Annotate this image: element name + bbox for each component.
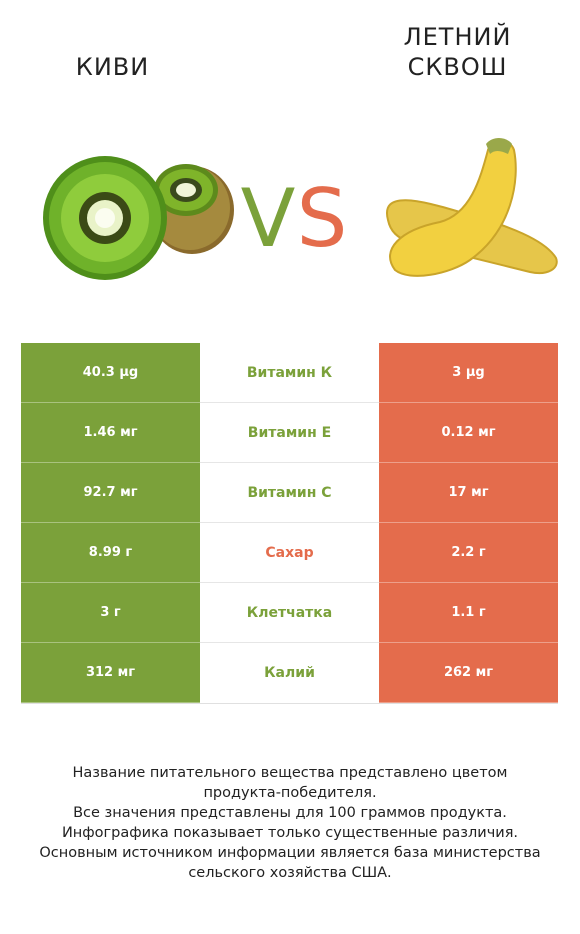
table-row: 3 г Клетчатка 1.1 г (21, 583, 558, 643)
right-value-cell: 2.2 г (379, 523, 558, 583)
left-value-cell: 92.7 мг (21, 463, 200, 523)
footer-notes: Название питательного вещества представл… (10, 763, 570, 883)
right-value-cell: 262 мг (379, 643, 558, 703)
footer-line5: Основным источником информации является … (39, 845, 541, 861)
table-row: 1.46 мг Витамин Е 0.12 мг (21, 403, 558, 463)
vs-s-letter: S (297, 172, 348, 265)
yellow-squash-illustration (385, 138, 558, 277)
nutrient-label-cell: Витамин К (200, 343, 379, 403)
vs-v-letter: V (241, 172, 296, 265)
left-value-cell: 8.99 г (21, 523, 200, 583)
table-bottom-border (21, 703, 558, 704)
right-value-cell: 3 µg (379, 343, 558, 403)
left-value-cell: 312 мг (21, 643, 200, 703)
right-title-line2: СКВОШ (407, 53, 508, 81)
footer-line1: Название питательного вещества представл… (72, 765, 508, 781)
table-row: 312 мг Калий 262 мг (21, 643, 558, 703)
table-row: 8.99 г Сахар 2.2 г (21, 523, 558, 583)
footer-line6: сельского хозяйства США. (188, 865, 392, 881)
nutrient-label-cell: Клетчатка (200, 583, 379, 643)
table-row: 92.7 мг Витамин C 17 мг (21, 463, 558, 523)
right-title-line1: ЛЕТНИЙ (403, 23, 512, 51)
footer-line3: Все значения представлены для 100 граммо… (73, 805, 507, 821)
footer-line2: продукта-победителя. (203, 785, 377, 801)
right-value-cell: 17 мг (379, 463, 558, 523)
left-product-title: КИВИ (75, 53, 150, 81)
left-value-cell: 40.3 µg (21, 343, 200, 403)
left-value-cell: 1.46 мг (21, 403, 200, 463)
footer-line4: Инфографика показывает только существенн… (61, 825, 519, 841)
nutrient-label-cell: Сахар (200, 523, 379, 583)
right-value-cell: 0.12 мг (379, 403, 558, 463)
right-product-title: ЛЕТНИЙ СКВОШ (345, 22, 570, 82)
nutrient-label-cell: Витамин Е (200, 403, 379, 463)
nutrient-label-cell: Витамин C (200, 463, 379, 523)
right-value-cell: 1.1 г (379, 583, 558, 643)
comparison-illustration: V S (43, 138, 558, 280)
left-value-cell: 3 г (21, 583, 200, 643)
kiwi-illustration (43, 156, 234, 280)
nutrient-label-cell: Калий (200, 643, 379, 703)
